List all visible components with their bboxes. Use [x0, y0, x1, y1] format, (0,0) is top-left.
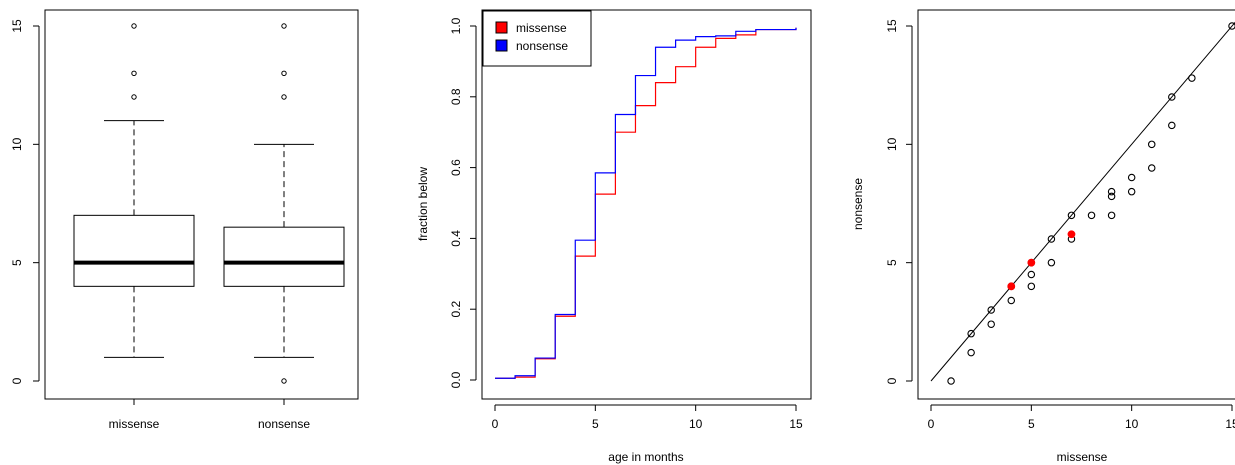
- boxplot-content: missense nonsense 0 5 10 15: [10, 19, 345, 431]
- plot-frame: [44, 9, 359, 400]
- scatter-point: [1107, 187, 1116, 196]
- y-tick-label: 5: [885, 259, 899, 266]
- scatter-content: 0 5 10 15 0 5 10 15: [885, 19, 1235, 431]
- x-tick-label: 0: [928, 417, 935, 431]
- scatter-point: [1047, 258, 1056, 267]
- scatter-point: [1228, 22, 1235, 30]
- y-tick-label: 0: [885, 377, 899, 384]
- y-tick-label: 0.2: [449, 301, 463, 318]
- scatter-point: [1047, 235, 1056, 243]
- y-tick-label: 0.8: [449, 88, 463, 105]
- y-axis-label: nonsense: [851, 178, 865, 230]
- x-tick-label: 15: [1225, 417, 1235, 431]
- y-tick-label: 5: [10, 259, 24, 266]
- scatter-point: [1147, 140, 1156, 149]
- x-tick-label: 5: [1028, 417, 1035, 431]
- outlier-point: [281, 23, 287, 29]
- x-tick-label: 5: [592, 417, 599, 431]
- ecdf-content: 0 5 10 15 0.0 0.2 0.4 0.6 0.8 1.0: [449, 17, 803, 431]
- scatter-point: [1067, 211, 1076, 220]
- series-line-missense: [495, 27, 797, 379]
- legend-swatch-missense: [495, 21, 508, 34]
- x-tick-label: 15: [789, 417, 803, 431]
- plot-frame: [481, 9, 812, 400]
- highlighted-point: [1007, 282, 1016, 291]
- y-tick-label: 0.4: [449, 230, 463, 247]
- x-tick-label: 10: [689, 417, 703, 431]
- y-tick-label: 15: [885, 19, 899, 33]
- legend-box: [482, 10, 592, 67]
- scatter-point: [1107, 211, 1116, 220]
- scatter-point: [1027, 270, 1036, 279]
- y-tick-label: 0: [10, 377, 24, 384]
- x-axis-label: age in months: [608, 450, 683, 464]
- x-axis-label: missense: [1057, 450, 1108, 464]
- scatter-point: [1127, 187, 1136, 196]
- scatter-point: [987, 320, 995, 328]
- ecdf-panel: 0 5 10 15 0.0 0.2 0.4 0.6 0.8 1.0 age in months f…: [416, 9, 812, 464]
- outlier-point: [131, 94, 137, 100]
- highlighted-point: [1067, 230, 1076, 239]
- x-tick-label: 10: [1125, 417, 1139, 431]
- x-tick-label: 0: [492, 417, 499, 431]
- scatter-point: [1188, 74, 1196, 82]
- highlighted-point: [1027, 258, 1036, 267]
- outlier-point: [281, 70, 287, 77]
- scatter-point: [947, 377, 955, 385]
- scatter-point: [1168, 121, 1176, 130]
- y-tick-label: 15: [10, 19, 24, 33]
- y-tick-label: 1.0: [449, 17, 463, 34]
- scatter-panel: 0 5 10 15 0 5 10 15 missense nonsense: [851, 9, 1235, 464]
- scatter-point: [1087, 211, 1096, 220]
- y-tick-label: 0.6: [449, 159, 463, 176]
- scatter-point: [1107, 192, 1116, 201]
- y-tick-label: 10: [885, 137, 899, 151]
- box-nonsense: [223, 226, 345, 287]
- scatter-point: [1007, 296, 1016, 305]
- boxplot-panel: missense nonsense 0 5 10 15: [10, 9, 359, 431]
- outlier-point: [281, 94, 287, 100]
- legend-swatch-nonsense: [495, 39, 508, 52]
- y-tick-label: 10: [10, 137, 24, 151]
- legend-label-missense: missense: [516, 21, 567, 35]
- box-missense: [73, 214, 195, 287]
- scatter-point: [987, 306, 995, 314]
- outlier-point: [131, 23, 137, 29]
- scatter-point: [1027, 282, 1036, 291]
- y-tick-label: 0.0: [449, 371, 463, 388]
- outlier-point: [281, 378, 287, 384]
- outlier-point: [131, 70, 137, 77]
- scatter-point: [1127, 173, 1136, 182]
- plot-frame: [917, 9, 1235, 400]
- y-axis-label: fraction below: [416, 167, 430, 241]
- scatter-point: [1168, 93, 1176, 101]
- legend: missense nonsense: [482, 10, 592, 67]
- scatter-point: [967, 329, 975, 338]
- legend-label-nonsense: nonsense: [516, 39, 568, 53]
- reference-line: [930, 21, 1235, 382]
- x-tick-label: missense: [109, 417, 160, 431]
- x-tick-label: nonsense: [258, 417, 310, 431]
- series-line-nonsense: [495, 27, 797, 379]
- scatter-point: [967, 348, 975, 357]
- scatter-point: [1147, 164, 1156, 172]
